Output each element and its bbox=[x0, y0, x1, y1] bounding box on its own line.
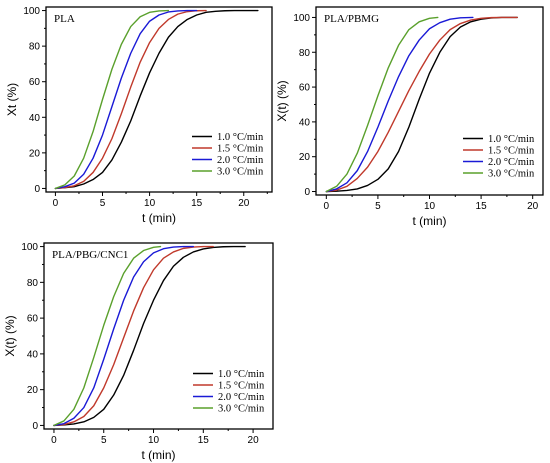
y-tick-label: 100 bbox=[21, 242, 38, 253]
x-tick-label: 15 bbox=[191, 198, 203, 209]
legend-label: 3.0 °C/min bbox=[217, 167, 264, 178]
chart-panel-3: 0 5 10 15 20 0 20 40 60 80 100 t (min) X(t) (%) PLA/P… bbox=[3, 242, 274, 462]
x-tick-label: 0 bbox=[53, 198, 59, 209]
y-tick-label: 80 bbox=[29, 42, 41, 53]
legend-label: 1.5 °C/min bbox=[488, 146, 535, 157]
y-tick-label: 80 bbox=[299, 48, 311, 59]
x-tick-label: 0 bbox=[324, 201, 330, 212]
legend-label: 1.5 °C/min bbox=[217, 144, 264, 155]
y-tick-label: 0 bbox=[32, 421, 38, 432]
y-tick-label: 60 bbox=[299, 83, 311, 94]
legend-label: 3.0 °C/min bbox=[218, 404, 265, 415]
y-tick-label: 40 bbox=[29, 113, 41, 124]
x-tick-label: 10 bbox=[424, 201, 436, 212]
series-line-2 bbox=[53, 245, 214, 427]
x-tick-label: 5 bbox=[100, 198, 106, 209]
series-line-2 bbox=[325, 16, 518, 193]
y-tick-label: 40 bbox=[27, 349, 39, 360]
x-tick-label: 20 bbox=[238, 198, 250, 209]
chart-panel-1: 0 5 10 15 20 0 20 40 60 80 100 t (min) Xt (%) PLA 1.0 … bbox=[5, 6, 273, 225]
legend-label: 1.0 °C/min bbox=[218, 369, 265, 380]
x-tick-label: 5 bbox=[375, 201, 381, 212]
legend-label: 3.0 °C/min bbox=[488, 169, 535, 180]
x-tick-label: 15 bbox=[476, 201, 488, 212]
y-tick-label: 60 bbox=[29, 77, 41, 88]
y-tick-label: 100 bbox=[293, 13, 310, 24]
y-tick-label: 100 bbox=[23, 6, 40, 17]
y-tick-label: 20 bbox=[299, 152, 311, 163]
x-tick-label: 5 bbox=[101, 435, 107, 446]
y-tick-label: 0 bbox=[304, 187, 310, 198]
panel-title: PLA bbox=[54, 13, 75, 25]
series-line-3 bbox=[53, 245, 195, 427]
series-line-4 bbox=[54, 9, 170, 190]
y-tick-label: 60 bbox=[27, 314, 39, 325]
series-line-4 bbox=[325, 16, 439, 193]
series-line-3 bbox=[54, 9, 198, 190]
legend-label: 2.0 °C/min bbox=[488, 157, 535, 168]
panel-title: PLA/PBMG bbox=[324, 13, 379, 25]
series-line-4 bbox=[53, 245, 162, 427]
x-axis-label: t (min) bbox=[142, 448, 176, 462]
y-axis-label: X(t) (%) bbox=[275, 80, 289, 121]
series-line-1 bbox=[325, 16, 518, 193]
y-tick-label: 0 bbox=[34, 184, 40, 195]
legend-label: 1.5 °C/min bbox=[218, 381, 265, 392]
legend-label: 2.0 °C/min bbox=[217, 155, 264, 166]
series-line-1 bbox=[54, 9, 259, 190]
x-tick-label: 0 bbox=[51, 435, 57, 446]
legend-label: 1.0 °C/min bbox=[217, 132, 264, 143]
series-line-3 bbox=[325, 16, 474, 193]
y-tick-label: 20 bbox=[27, 385, 39, 396]
x-tick-label: 10 bbox=[144, 198, 156, 209]
x-tick-label: 20 bbox=[527, 201, 539, 212]
series-line-2 bbox=[54, 9, 207, 190]
x-axis-label: t (min) bbox=[142, 211, 176, 225]
y-tick-label: 40 bbox=[299, 117, 311, 128]
chart-panel-2: 0 5 10 15 20 0 20 40 60 80 100 t (min) X(t) (%) PLA/P… bbox=[275, 6, 544, 228]
panel-title: PLA/PBG/CNC1 bbox=[52, 249, 128, 261]
x-tick-label: 20 bbox=[248, 435, 260, 446]
x-tick-label: 15 bbox=[198, 435, 210, 446]
y-axis-label: Xt (%) bbox=[5, 83, 19, 116]
legend-label: 1.0 °C/min bbox=[488, 134, 535, 145]
x-axis-label: t (min) bbox=[413, 214, 447, 228]
y-tick-label: 80 bbox=[27, 278, 39, 289]
x-tick-label: 10 bbox=[148, 435, 160, 446]
series-line-1 bbox=[53, 245, 246, 427]
legend-label: 2.0 °C/min bbox=[218, 392, 265, 403]
y-tick-label: 20 bbox=[29, 148, 41, 159]
y-axis-label: X(t) (%) bbox=[3, 315, 17, 356]
